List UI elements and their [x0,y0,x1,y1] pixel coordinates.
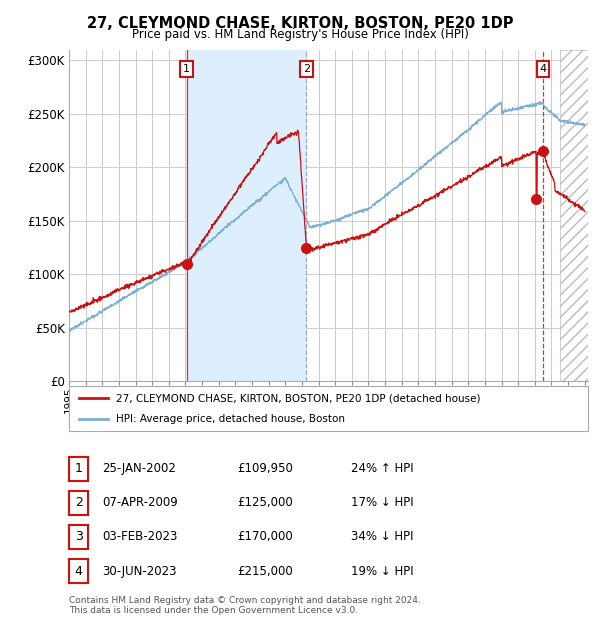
Text: 3: 3 [74,531,83,543]
Text: 30-JUN-2023: 30-JUN-2023 [102,565,176,577]
Text: HPI: Average price, detached house, Boston: HPI: Average price, detached house, Bost… [116,414,345,424]
Text: 24% ↑ HPI: 24% ↑ HPI [351,463,413,475]
Text: 27, CLEYMOND CHASE, KIRTON, BOSTON, PE20 1DP: 27, CLEYMOND CHASE, KIRTON, BOSTON, PE20… [87,16,513,30]
Text: 2: 2 [303,64,310,74]
Text: £215,000: £215,000 [237,565,293,577]
Text: 4: 4 [539,64,547,74]
Text: 34% ↓ HPI: 34% ↓ HPI [351,531,413,543]
Text: £109,950: £109,950 [237,463,293,475]
Text: 4: 4 [74,565,83,577]
Text: 17% ↓ HPI: 17% ↓ HPI [351,497,413,509]
Text: Price paid vs. HM Land Registry's House Price Index (HPI): Price paid vs. HM Land Registry's House … [131,28,469,41]
Text: 1: 1 [183,64,190,74]
Text: £170,000: £170,000 [237,531,293,543]
Text: 19% ↓ HPI: 19% ↓ HPI [351,565,413,577]
Bar [560,50,588,381]
Bar [560,50,588,381]
Text: 1: 1 [74,463,83,475]
Bar [187,50,307,381]
Text: 27, CLEYMOND CHASE, KIRTON, BOSTON, PE20 1DP (detached house): 27, CLEYMOND CHASE, KIRTON, BOSTON, PE20… [116,393,480,404]
Text: Contains HM Land Registry data © Crown copyright and database right 2024.
This d: Contains HM Land Registry data © Crown c… [69,596,421,615]
Text: 25-JAN-2002: 25-JAN-2002 [102,463,176,475]
Text: £125,000: £125,000 [237,497,293,509]
Text: 03-FEB-2023: 03-FEB-2023 [102,531,178,543]
Text: 07-APR-2009: 07-APR-2009 [102,497,178,509]
Text: 2: 2 [74,497,83,509]
